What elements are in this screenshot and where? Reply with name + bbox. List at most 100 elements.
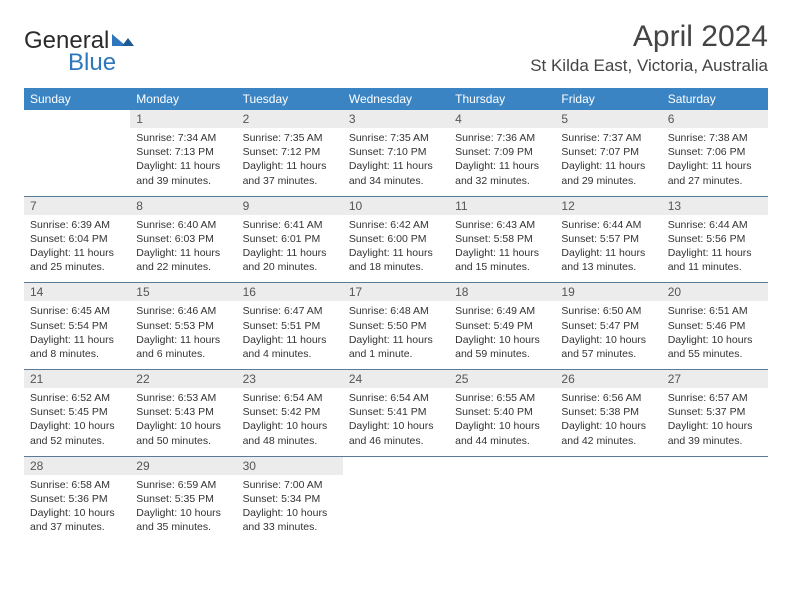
day-number: 23 — [237, 370, 343, 388]
day-number: 13 — [662, 197, 768, 215]
day-detail: Sunrise: 6:44 AMSunset: 5:56 PMDaylight:… — [668, 218, 762, 275]
weekday-header: Wednesday — [343, 88, 449, 110]
calendar-day-cell: 22 Sunrise: 6:53 AMSunset: 5:43 PMDayligh… — [130, 370, 236, 457]
weekday-header: Sunday — [24, 88, 130, 110]
day-number: 22 — [130, 370, 236, 388]
weekday-header: Friday — [555, 88, 661, 110]
day-detail: Sunrise: 6:55 AMSunset: 5:40 PMDaylight:… — [455, 391, 549, 448]
calendar-day-cell — [555, 456, 661, 542]
day-detail: Sunrise: 6:53 AMSunset: 5:43 PMDaylight:… — [136, 391, 230, 448]
calendar-day-cell: 23 Sunrise: 6:54 AMSunset: 5:42 PMDayligh… — [237, 370, 343, 457]
calendar-day-cell: 17 Sunrise: 6:48 AMSunset: 5:50 PMDayligh… — [343, 283, 449, 370]
day-number: 19 — [555, 283, 661, 301]
day-detail: Sunrise: 7:00 AMSunset: 5:34 PMDaylight:… — [243, 478, 337, 535]
location: St Kilda East, Victoria, Australia — [530, 56, 768, 76]
day-detail: Sunrise: 6:58 AMSunset: 5:36 PMDaylight:… — [30, 478, 124, 535]
calendar-week-row: 7 Sunrise: 6:39 AMSunset: 6:04 PMDaylight… — [24, 196, 768, 283]
calendar-week-row: 21 Sunrise: 6:52 AMSunset: 5:45 PMDayligh… — [24, 370, 768, 457]
day-detail: Sunrise: 6:40 AMSunset: 6:03 PMDaylight:… — [136, 218, 230, 275]
logo-text-2: Blue — [68, 52, 116, 74]
day-detail: Sunrise: 6:43 AMSunset: 5:58 PMDaylight:… — [455, 218, 549, 275]
day-detail: Sunrise: 6:46 AMSunset: 5:53 PMDaylight:… — [136, 304, 230, 361]
calendar-day-cell: 4 Sunrise: 7:36 AMSunset: 7:09 PMDaylight… — [449, 110, 555, 196]
day-number: 16 — [237, 283, 343, 301]
day-detail: Sunrise: 7:38 AMSunset: 7:06 PMDaylight:… — [668, 131, 762, 188]
day-detail: Sunrise: 7:36 AMSunset: 7:09 PMDaylight:… — [455, 131, 549, 188]
day-detail: Sunrise: 6:57 AMSunset: 5:37 PMDaylight:… — [668, 391, 762, 448]
calendar-day-cell: 6 Sunrise: 7:38 AMSunset: 7:06 PMDaylight… — [662, 110, 768, 196]
day-number: 7 — [24, 197, 130, 215]
day-number: 4 — [449, 110, 555, 128]
calendar-head: SundayMondayTuesdayWednesdayThursdayFrid… — [24, 88, 768, 110]
calendar-day-cell: 26 Sunrise: 6:56 AMSunset: 5:38 PMDayligh… — [555, 370, 661, 457]
calendar-day-cell: 2 Sunrise: 7:35 AMSunset: 7:12 PMDaylight… — [237, 110, 343, 196]
calendar-day-cell — [662, 456, 768, 542]
calendar-day-cell: 8 Sunrise: 6:40 AMSunset: 6:03 PMDaylight… — [130, 196, 236, 283]
day-detail: Sunrise: 7:34 AMSunset: 7:13 PMDaylight:… — [136, 131, 230, 188]
day-detail: Sunrise: 6:48 AMSunset: 5:50 PMDaylight:… — [349, 304, 443, 361]
calendar-day-cell: 5Sunrise: 7:37 AMSunset: 7:07 PMDaylight… — [555, 110, 661, 196]
day-detail: Sunrise: 7:35 AMSunset: 7:10 PMDaylight:… — [349, 131, 443, 188]
day-detail: Sunrise: 7:37 AMSunset: 7:07 PMDaylight:… — [561, 131, 655, 188]
day-detail: Sunrise: 6:39 AMSunset: 6:04 PMDaylight:… — [30, 218, 124, 275]
weekday-header: Tuesday — [237, 88, 343, 110]
calendar-day-cell: 16 Sunrise: 6:47 AMSunset: 5:51 PMDayligh… — [237, 283, 343, 370]
day-number: 24 — [343, 370, 449, 388]
calendar-day-cell: 10Sunrise: 6:42 AMSunset: 6:00 PMDayligh… — [343, 196, 449, 283]
day-number: 6 — [662, 110, 768, 128]
day-detail: Sunrise: 6:56 AMSunset: 5:38 PMDaylight:… — [561, 391, 655, 448]
day-number: 28 — [24, 457, 130, 475]
calendar-day-cell: 29 Sunrise: 6:59 AMSunset: 5:35 PMDayligh… — [130, 456, 236, 542]
day-number: 30 — [237, 457, 343, 475]
calendar-day-cell: 9Sunrise: 6:41 AMSunset: 6:01 PMDaylight… — [237, 196, 343, 283]
calendar-week-row: 28 Sunrise: 6:58 AMSunset: 5:36 PMDayligh… — [24, 456, 768, 542]
day-number: 9 — [237, 197, 343, 215]
calendar-week-row: 14Sunrise: 6:45 AMSunset: 5:54 PMDayligh… — [24, 283, 768, 370]
day-number: 25 — [449, 370, 555, 388]
calendar-table: SundayMondayTuesdayWednesdayThursdayFrid… — [24, 88, 768, 542]
day-number: 2 — [237, 110, 343, 128]
day-number: 15 — [130, 283, 236, 301]
calendar-day-cell — [449, 456, 555, 542]
calendar-day-cell — [343, 456, 449, 542]
day-detail: Sunrise: 6:54 AMSunset: 5:42 PMDaylight:… — [243, 391, 337, 448]
calendar-day-cell: 25 Sunrise: 6:55 AMSunset: 5:40 PMDayligh… — [449, 370, 555, 457]
day-number: 29 — [130, 457, 236, 475]
calendar-day-cell: 21 Sunrise: 6:52 AMSunset: 5:45 PMDayligh… — [24, 370, 130, 457]
day-detail: Sunrise: 6:45 AMSunset: 5:54 PMDaylight:… — [30, 304, 124, 361]
calendar-day-cell: 14Sunrise: 6:45 AMSunset: 5:54 PMDayligh… — [24, 283, 130, 370]
weekday-header: Thursday — [449, 88, 555, 110]
calendar-day-cell: 13 Sunrise: 6:44 AMSunset: 5:56 PMDayligh… — [662, 196, 768, 283]
day-detail: Sunrise: 6:44 AMSunset: 5:57 PMDaylight:… — [561, 218, 655, 275]
day-number: 21 — [24, 370, 130, 388]
day-detail: Sunrise: 6:52 AMSunset: 5:45 PMDaylight:… — [30, 391, 124, 448]
day-detail: Sunrise: 7:35 AMSunset: 7:12 PMDaylight:… — [243, 131, 337, 188]
day-number: 12 — [555, 197, 661, 215]
day-number: 20 — [662, 283, 768, 301]
calendar-day-cell: 15 Sunrise: 6:46 AMSunset: 5:53 PMDayligh… — [130, 283, 236, 370]
calendar-day-cell: 27Sunrise: 6:57 AMSunset: 5:37 PMDayligh… — [662, 370, 768, 457]
calendar-day-cell: 28 Sunrise: 6:58 AMSunset: 5:36 PMDayligh… — [24, 456, 130, 542]
weekday-header: Monday — [130, 88, 236, 110]
day-number: 17 — [343, 283, 449, 301]
day-number: 26 — [555, 370, 661, 388]
calendar-day-cell: 20 Sunrise: 6:51 AMSunset: 5:46 PMDayligh… — [662, 283, 768, 370]
calendar-body: 1 Sunrise: 7:34 AMSunset: 7:13 PMDaylight… — [24, 110, 768, 542]
calendar-day-cell: 7 Sunrise: 6:39 AMSunset: 6:04 PMDaylight… — [24, 196, 130, 283]
calendar-day-cell: 30 Sunrise: 7:00 AMSunset: 5:34 PMDayligh… — [237, 456, 343, 542]
day-detail: Sunrise: 6:50 AMSunset: 5:47 PMDaylight:… — [561, 304, 655, 361]
day-detail: Sunrise: 6:47 AMSunset: 5:51 PMDaylight:… — [243, 304, 337, 361]
day-detail: Sunrise: 6:49 AMSunset: 5:49 PMDaylight:… — [455, 304, 549, 361]
day-number: 1 — [130, 110, 236, 128]
day-detail: Sunrise: 6:51 AMSunset: 5:46 PMDaylight:… — [668, 304, 762, 361]
day-number: 18 — [449, 283, 555, 301]
logo: GeneralBlue — [24, 20, 134, 73]
calendar-day-cell: 19 Sunrise: 6:50 AMSunset: 5:47 PMDayligh… — [555, 283, 661, 370]
day-detail: Sunrise: 6:59 AMSunset: 5:35 PMDaylight:… — [136, 478, 230, 535]
weekday-row: SundayMondayTuesdayWednesdayThursdayFrid… — [24, 88, 768, 110]
header: GeneralBlue April 2024 St Kilda East, Vi… — [24, 20, 768, 76]
calendar-week-row: 1 Sunrise: 7:34 AMSunset: 7:13 PMDaylight… — [24, 110, 768, 196]
weekday-header: Saturday — [662, 88, 768, 110]
calendar-day-cell: 11Sunrise: 6:43 AMSunset: 5:58 PMDayligh… — [449, 196, 555, 283]
day-number: 8 — [130, 197, 236, 215]
